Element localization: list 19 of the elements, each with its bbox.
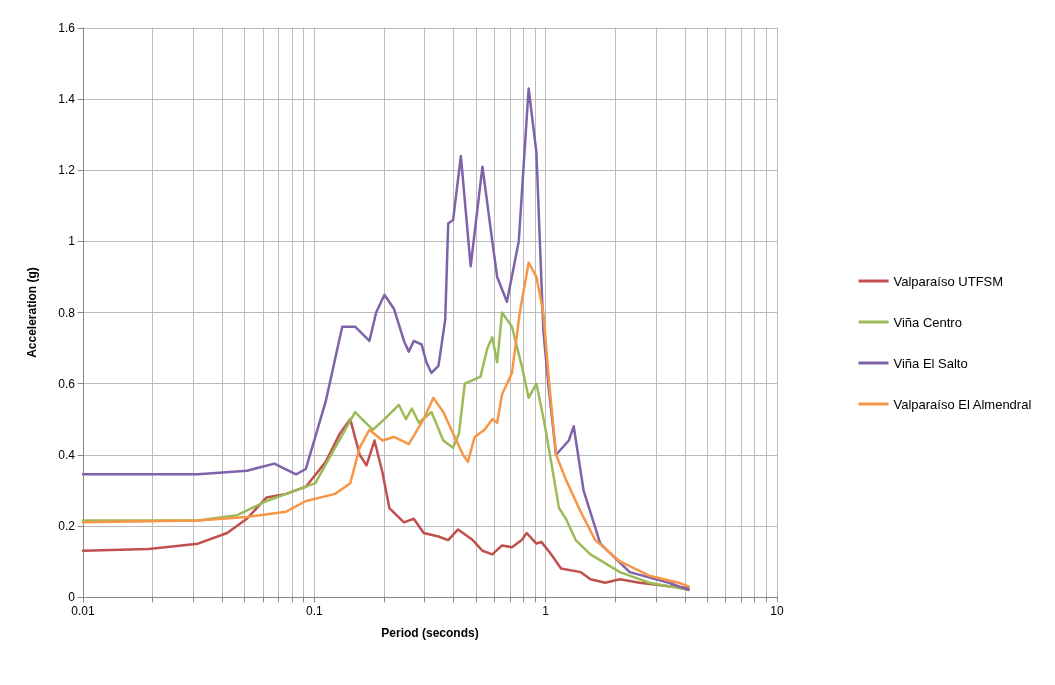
- y-tick-label: 1.2: [58, 163, 76, 178]
- y-tick-label: 0: [68, 590, 76, 604]
- y-tick-label: 1.4: [58, 92, 76, 107]
- x-tick-label: 10: [770, 604, 784, 618]
- x-tick-label: 0.01: [71, 604, 95, 618]
- y-tick-label: 1.6: [58, 21, 76, 35]
- legend-label: Viña Centro: [893, 314, 962, 330]
- x-axis-title: Period (seconds): [381, 626, 479, 640]
- y-tick-label: 1: [68, 234, 76, 249]
- legend-label: Valparaíso UTFSM: [893, 273, 1004, 289]
- x-tick-label: 1: [542, 604, 550, 618]
- y-tick-label: 0.2: [58, 518, 76, 533]
- y-tick-label: 0.4: [58, 447, 76, 462]
- legend-label: Valparaíso El Almendral: [893, 396, 1032, 412]
- x-tick-label: 0.1: [305, 604, 323, 618]
- y-axis-title: Acceleration (g): [25, 267, 39, 358]
- y-tick-label: 0.8: [58, 305, 76, 320]
- y-tick-label: 0.6: [58, 376, 76, 391]
- legend-label: Viña El Salto: [893, 355, 968, 371]
